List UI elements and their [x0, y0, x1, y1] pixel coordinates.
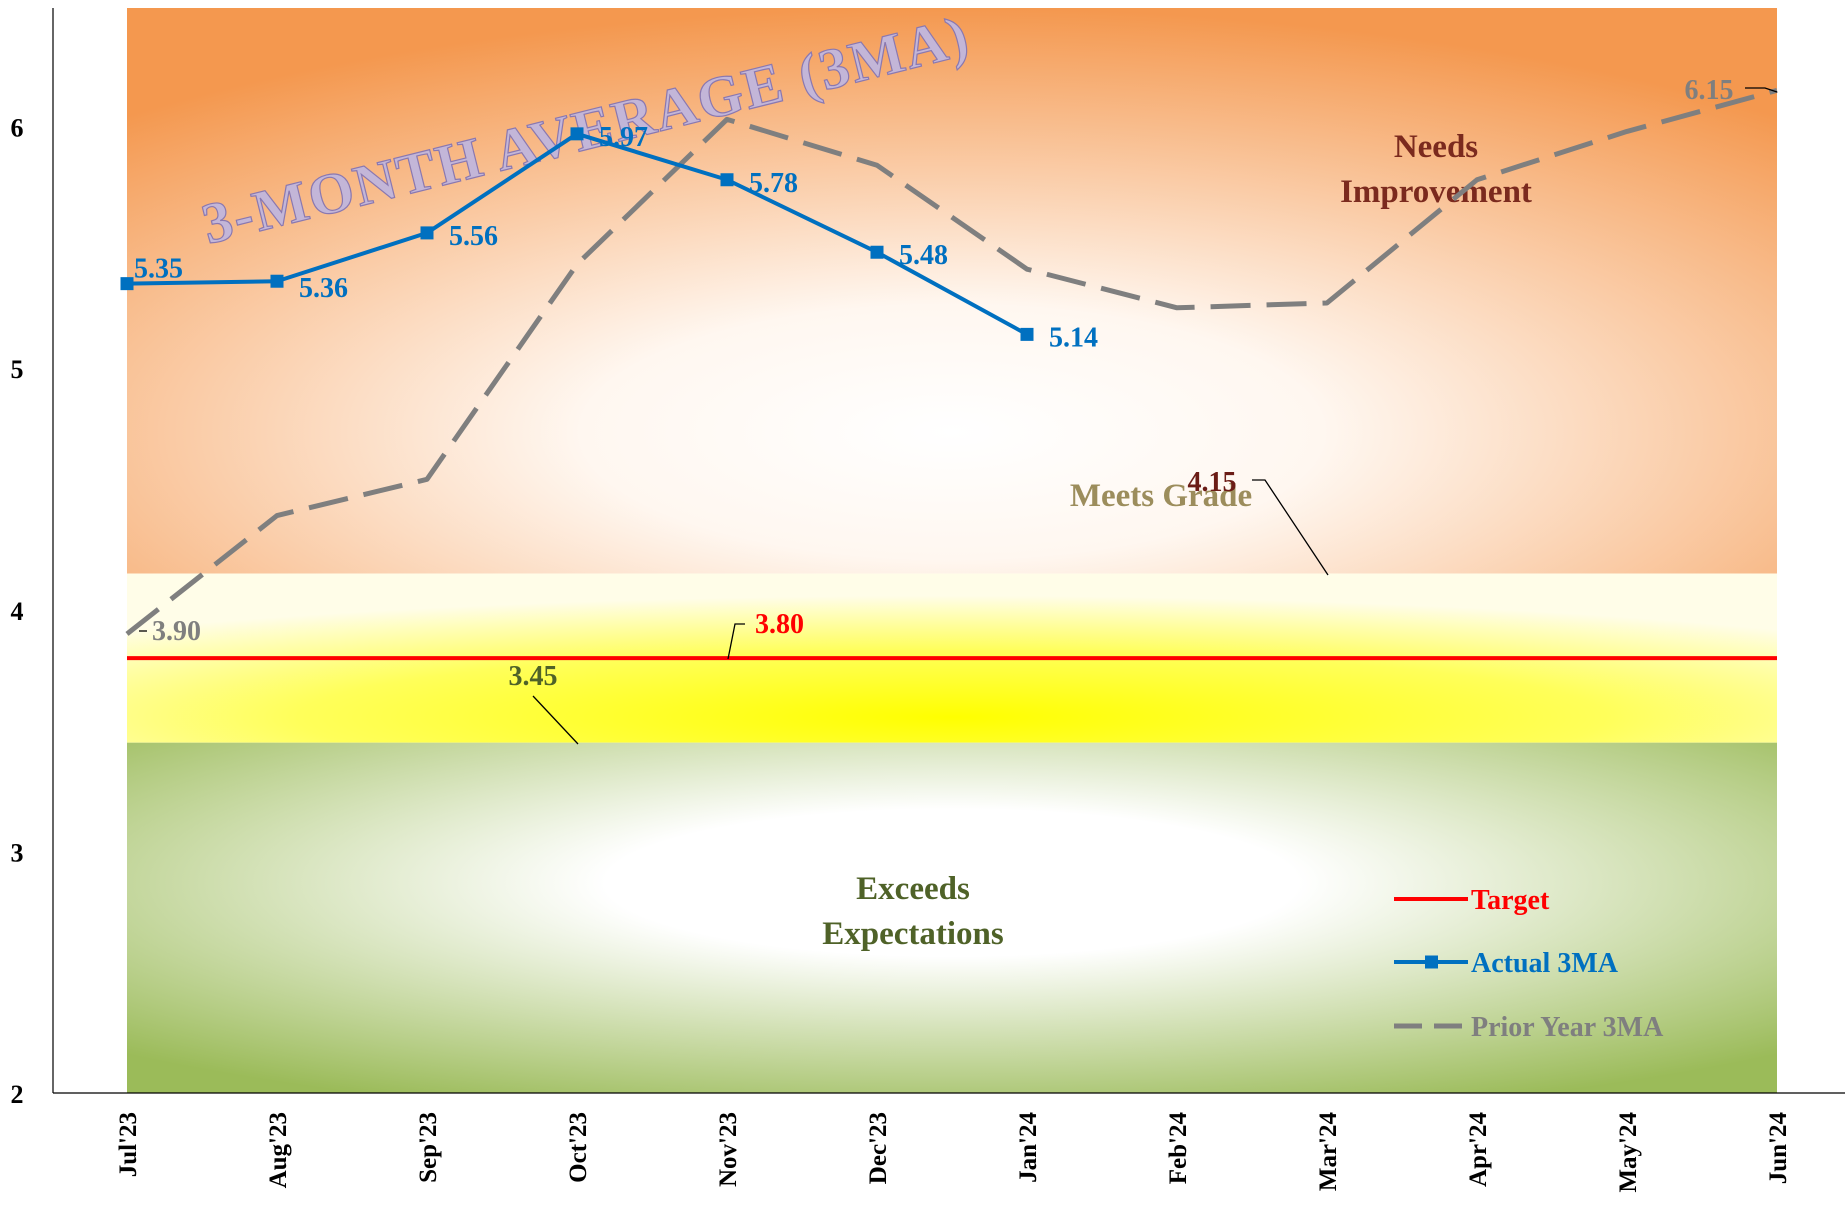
prior-year-data-label: 3.90 [152, 616, 201, 647]
x-tick-label: Mar'24 [1315, 1112, 1342, 1192]
threshold-label-4-15: 4.15 [1188, 467, 1237, 498]
x-tick-label: Feb'24 [1165, 1112, 1192, 1185]
target-data-label: 3.80 [755, 609, 804, 640]
legend-marker-actual [1425, 955, 1438, 969]
actual-3ma-data-label: 5.35 [134, 254, 183, 285]
actual-3ma-data-label: 5.78 [749, 168, 798, 199]
legend-label: Target [1471, 885, 1550, 916]
y-tick-label: 6 [11, 114, 24, 143]
actual-3ma-marker [1020, 327, 1034, 341]
leader-line-3-45 [532, 695, 579, 745]
x-tick-label: Sep'23 [415, 1112, 442, 1183]
x-tick-labels: Jul'23 Aug'23 Sep'23 Oct'23 Nov'23 Dec'23 Jan'… [115, 1112, 1792, 1193]
x-tick-label: Jun'24 [1765, 1112, 1792, 1185]
band-label-exceeds-line2: Expectations [822, 916, 1004, 952]
legend-label: Actual 3MA [1471, 948, 1619, 979]
actual-3ma-data-label: 5.36 [299, 273, 348, 304]
leader-line-prior-last [1745, 87, 1778, 93]
actual-3ma-data-label: 5.14 [1049, 322, 1098, 353]
actual-3ma-marker [570, 127, 584, 141]
y-tick-label: 3 [11, 838, 24, 867]
actual-3ma-data-label: 5.48 [899, 240, 948, 271]
threshold-label-3-45: 3.45 [509, 661, 558, 692]
prior-year-data-label: 6.15 [1685, 75, 1734, 106]
band-exceeds-expectations [127, 742, 1777, 1093]
x-tick-label: May'24 [1615, 1112, 1642, 1193]
leader-line-target [727, 623, 745, 660]
axes: 2 3 4 5 6 Jul'23 Aug'23 Sep'23 Oct'23 Nov'23 Dec'… [11, 8, 1845, 1193]
x-tick-label: Jan'24 [1015, 1112, 1042, 1183]
actual-3ma-marker [270, 274, 284, 288]
threshold-labels: 4.15 3.45 [509, 467, 1329, 745]
band-label-needs-improvement-line1: Needs [1394, 129, 1478, 165]
series-layer: 3.90 6.15 3.80 5.35 5.36 5.56 5.97 5.78 5.48 5.14 [120, 75, 1778, 661]
x-tick-label: Apr'24 [1465, 1112, 1492, 1188]
band-label-needs-improvement-line2: Improvement [1340, 174, 1532, 210]
actual-3ma-marker [420, 226, 434, 240]
x-tick-label: Dec'23 [865, 1112, 892, 1184]
prior-year-3ma-line [125, 87, 1778, 636]
y-tick-label: 4 [11, 597, 24, 626]
actual-3ma-marker [720, 173, 734, 187]
band-label-exceeds-line1: Exceeds [856, 871, 970, 907]
legend-label: Prior Year 3MA [1471, 1012, 1664, 1043]
leader-line-4-15 [1252, 479, 1329, 576]
y-tick-label: 5 [11, 355, 24, 384]
band-needs-improvement [127, 8, 1777, 574]
x-tick-label: Jul'23 [115, 1112, 142, 1177]
band-label-meets-grade: Meets Grade [1070, 478, 1252, 514]
actual-3ma-data-label: 5.56 [449, 221, 498, 252]
legend: Target Actual 3MA Prior Year 3MA [1394, 885, 1664, 1043]
actual-3ma-marker [870, 245, 884, 259]
actual-3ma-marker [120, 277, 134, 291]
x-tick-label: Oct'23 [565, 1112, 592, 1183]
x-tick-label: Nov'23 [715, 1112, 742, 1187]
x-tick-label: Aug'23 [265, 1112, 292, 1188]
actual-3ma-data-label: 5.97 [599, 122, 648, 153]
y-tick-labels: 2 3 4 5 6 [11, 114, 24, 1109]
y-tick-label: 2 [11, 1080, 24, 1109]
band-labels: Needs Improvement Meets Grade Exceeds Ex… [822, 129, 1532, 952]
